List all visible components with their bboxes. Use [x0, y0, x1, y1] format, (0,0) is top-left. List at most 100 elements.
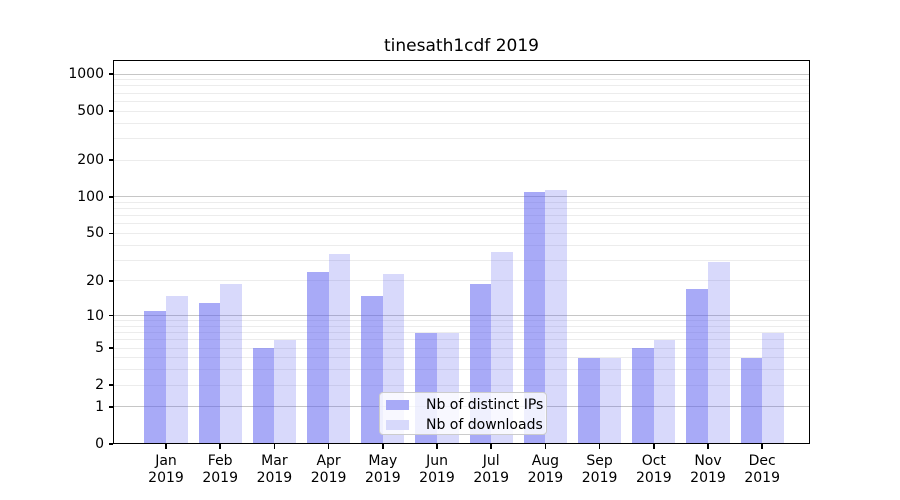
y-tick-label: 50 — [86, 225, 104, 242]
x-tick-month: Oct — [641, 453, 666, 469]
x-tick-month: Jul — [482, 453, 500, 469]
y-tick-label: 20 — [86, 272, 104, 289]
bar-downloads-feb — [220, 283, 242, 444]
y-tick-label: 1 — [95, 398, 104, 415]
y-tick-label: 500 — [77, 103, 104, 120]
y-tick-mark — [109, 110, 113, 112]
x-tick-year: 2019 — [202, 469, 238, 486]
x-tick-label-jul: Jul 2019 — [459, 453, 523, 486]
x-tick-month: May — [368, 453, 398, 469]
y-tick-mark — [109, 159, 113, 161]
x-tick-mark — [165, 444, 167, 449]
x-tick-mark — [436, 444, 438, 449]
x-tick-mark — [544, 444, 547, 449]
x-tick-label-feb: Feb 2019 — [188, 453, 252, 486]
x-tick-month: Jan — [155, 453, 177, 469]
bar-downloads-apr — [328, 253, 351, 444]
x-tick-month: Mar — [261, 453, 288, 469]
chart-title: tinesath1cdf 2019 — [384, 36, 539, 56]
x-tick-mark — [598, 444, 601, 449]
bar-distinct-ips-may — [361, 295, 383, 444]
x-tick-label-may: May 2019 — [351, 453, 415, 486]
bar-downloads-oct — [653, 339, 676, 444]
y-gridline-minor — [113, 369, 810, 371]
y-gridline-minor — [113, 259, 810, 261]
y-gridline-minor — [113, 332, 810, 334]
bar-downloads-mar — [274, 339, 297, 444]
y-tick-mark — [109, 73, 113, 75]
x-tick-year: 2019 — [310, 469, 347, 486]
x-tick-mark — [273, 444, 276, 449]
y-gridline-minor — [113, 280, 810, 282]
y-tick-label: 2 — [95, 377, 104, 394]
bar-downloads-jan — [166, 295, 188, 444]
x-tick-month: Sep — [586, 453, 613, 469]
y-gridline-minor — [113, 357, 810, 359]
y-gridline-minor — [113, 208, 810, 210]
y-tick-mark — [109, 232, 113, 235]
x-tick-month: Jun — [426, 453, 448, 469]
x-tick-year: 2019 — [148, 469, 184, 486]
y-tick-label: 1000 — [68, 66, 104, 83]
x-tick-label-jan: Jan 2019 — [134, 453, 198, 486]
y-gridline-minor — [113, 137, 810, 139]
x-tick-mark — [490, 444, 492, 449]
y-gridline-major — [113, 73, 810, 75]
bar-distinct-ips-oct — [632, 348, 654, 444]
y-gridline-minor — [113, 92, 810, 94]
y-tick-label: 200 — [77, 152, 104, 168]
y-gridline-minor — [113, 159, 810, 161]
x-tick-year: 2019 — [690, 469, 726, 486]
y-gridline-minor — [113, 232, 810, 234]
bar-distinct-ips-feb — [198, 302, 221, 444]
bar-downloads-aug — [545, 190, 568, 444]
y-gridline-minor — [113, 325, 810, 327]
legend-label-distinct-ips: Nb of distinct IPs — [426, 397, 544, 413]
x-tick-mark — [382, 444, 384, 449]
y-tick-mark — [109, 384, 113, 386]
x-tick-year: 2019 — [256, 469, 293, 486]
y-gridline-minor — [113, 201, 810, 203]
x-tick-month: Feb — [207, 453, 233, 469]
bar-downloads-dec — [762, 332, 784, 444]
x-tick-mark — [653, 444, 655, 449]
y-tick-mark — [109, 280, 113, 282]
y-tick-mark — [109, 443, 113, 445]
legend-label-downloads: Nb of downloads — [426, 417, 543, 433]
y-gridline-minor — [113, 339, 810, 341]
x-tick-month: Aug — [531, 453, 560, 469]
x-tick-label-nov: Nov 2019 — [676, 453, 740, 486]
y-tick-mark — [109, 196, 113, 198]
x-tick-label-oct: Oct 2019 — [622, 453, 686, 486]
bar-distinct-ips-mar — [252, 348, 275, 444]
x-tick-year: 2019 — [473, 469, 509, 486]
bar-distinct-ips-nov — [686, 289, 708, 444]
x-tick-month: Nov — [694, 453, 722, 469]
y-gridline-major — [113, 196, 810, 198]
x-tick-year: 2019 — [744, 469, 780, 486]
y-gridline-major — [113, 315, 810, 317]
y-gridline-minor — [113, 347, 810, 349]
y-gridline-minor — [113, 100, 810, 102]
x-tick-label-mar: Mar 2019 — [242, 453, 306, 486]
y-tick-mark — [109, 406, 113, 408]
y-gridline-minor — [113, 110, 810, 112]
y-tick-mark — [109, 314, 113, 317]
legend-entry-distinct-ips: Nb of distinct IPs — [380, 395, 546, 415]
y-tick-label: 0 — [95, 436, 104, 452]
y-gridline-minor — [113, 215, 810, 217]
y-gridline-minor — [113, 384, 810, 386]
x-tick-label-jun: Jun 2019 — [405, 453, 469, 486]
x-tick-year: 2019 — [527, 469, 564, 486]
y-tick-label: 100 — [77, 188, 104, 205]
x-tick-label-dec: Dec 2019 — [730, 453, 794, 486]
legend: Nb of distinct IPs Nb of downloads — [379, 392, 547, 435]
y-gridline-minor — [113, 320, 810, 322]
bar-distinct-ips-jan — [144, 310, 166, 444]
bar-distinct-ips-apr — [306, 271, 329, 444]
y-gridline-minor — [113, 223, 810, 225]
bar-downloads-nov — [708, 261, 730, 444]
x-tick-mark — [219, 444, 221, 449]
bar-distinct-ips-dec — [740, 357, 763, 444]
x-tick-mark — [707, 444, 709, 449]
